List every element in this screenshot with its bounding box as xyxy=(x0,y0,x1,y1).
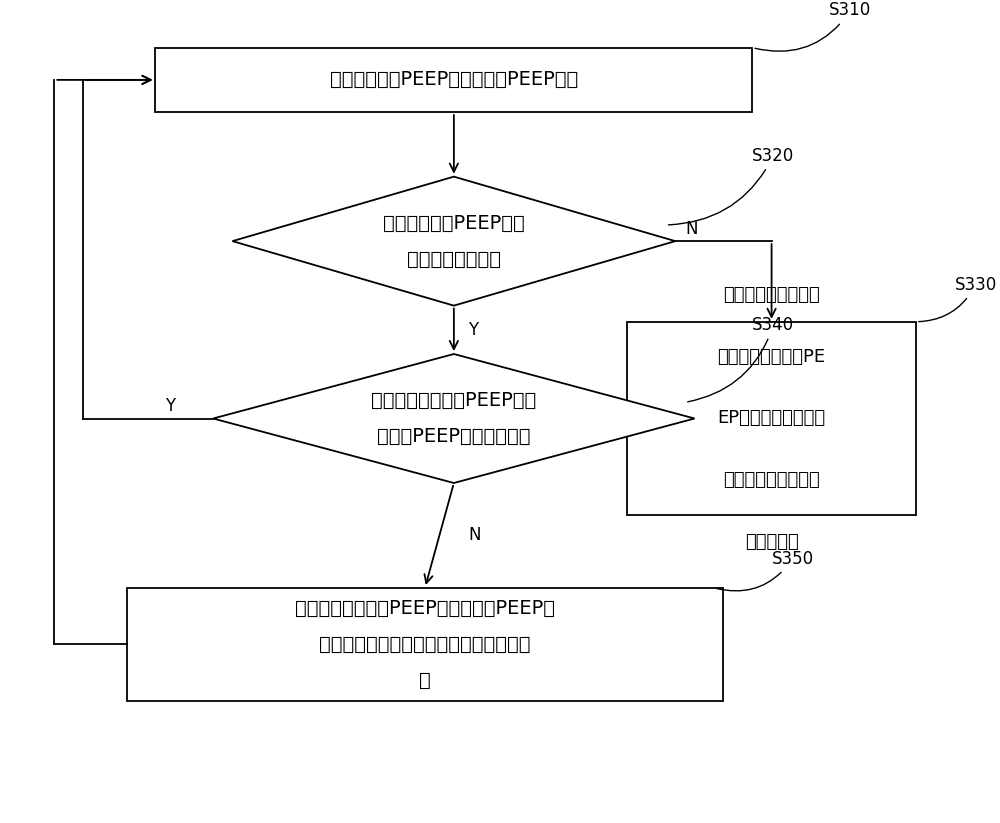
Text: EP阀内的控制气体通: EP阀内的控制气体通 xyxy=(718,410,826,427)
Text: S320: S320 xyxy=(668,146,795,225)
Text: 判断所述当前监测PEEP压力: 判断所述当前监测PEEP压力 xyxy=(371,391,536,410)
Text: 过电磁阀排出，并发: 过电磁阀排出，并发 xyxy=(723,472,820,490)
Text: 出报警信号: 出报警信号 xyxy=(745,533,798,551)
Text: S310: S310 xyxy=(755,2,872,51)
Text: Y: Y xyxy=(468,321,478,339)
Text: 判断当前监测PEEP压力: 判断当前监测PEEP压力 xyxy=(383,214,525,233)
Text: Y: Y xyxy=(165,398,175,416)
Text: 获取当前监测PEEP压力和设置PEEP压力: 获取当前监测PEEP压力和设置PEEP压力 xyxy=(330,71,578,90)
Polygon shape xyxy=(232,177,675,305)
Polygon shape xyxy=(213,354,695,483)
Text: 与设置PEEP压力是否相同: 与设置PEEP压力是否相同 xyxy=(377,427,531,446)
Text: 力调节压力装置的供给压力和比例阀的电: 力调节压力装置的供给压力和比例阀的电 xyxy=(319,635,531,653)
Text: 阀之间的通路，使PE: 阀之间的通路，使PE xyxy=(718,347,826,365)
Text: 是否符合预设范围: 是否符合预设范围 xyxy=(407,249,501,268)
Text: 关闭压力装置与比例: 关闭压力装置与比例 xyxy=(723,286,820,304)
Text: S330: S330 xyxy=(919,276,997,322)
Text: N: N xyxy=(468,527,481,544)
Bar xyxy=(627,322,916,515)
Bar xyxy=(127,588,723,700)
Text: S340: S340 xyxy=(688,316,794,402)
Text: 根据所述当前监测PEEP压力和设置PEEP压: 根据所述当前监测PEEP压力和设置PEEP压 xyxy=(295,598,555,617)
Text: 流: 流 xyxy=(419,671,431,690)
Text: N: N xyxy=(685,220,697,238)
Bar xyxy=(155,48,752,112)
Text: S350: S350 xyxy=(716,550,814,591)
